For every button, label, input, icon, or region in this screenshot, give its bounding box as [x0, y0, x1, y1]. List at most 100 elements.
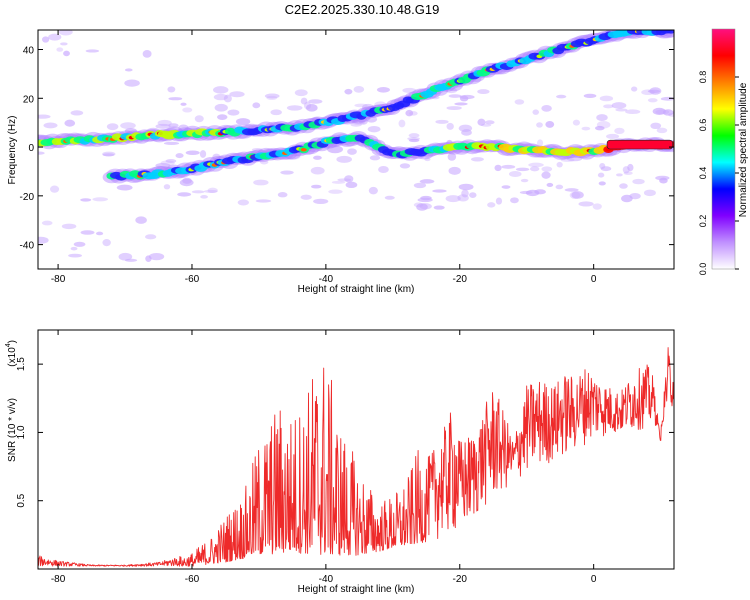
heatmap-x-axis: -80 -60 -40 -20 0	[51, 30, 597, 285]
heatmap-speckle	[477, 118, 486, 126]
heatmap-ridge	[38, 30, 674, 150]
heatmap-speckle	[655, 109, 670, 115]
heatmap-speckle	[631, 86, 638, 92]
snr-multiplier: (x104)	[5, 340, 18, 367]
x-tick-label: -20	[453, 274, 468, 285]
heatmap-speckle	[485, 120, 495, 125]
heatmap-speckle	[378, 165, 389, 174]
heatmap-speckle	[447, 152, 457, 161]
heatmap-speckle	[229, 91, 245, 98]
heatmap-speckle	[647, 89, 661, 94]
heatmap-speckle	[277, 192, 288, 198]
heatmap-speckle	[603, 104, 614, 109]
heatmap-speckle	[194, 115, 204, 123]
heatmap-speckle	[331, 180, 346, 184]
snr-series-line	[38, 347, 674, 567]
heatmap-speckle	[308, 99, 323, 104]
heatmap-speckle	[405, 109, 414, 117]
heatmap-speckle	[384, 195, 395, 200]
heatmap-speckle	[376, 87, 390, 93]
heatmap-speckle	[85, 49, 100, 53]
heatmap-speckle	[615, 108, 628, 112]
heatmap-speckle	[80, 230, 95, 235]
svg-text:(x104): (x104)	[5, 340, 18, 367]
heatmap-speckle	[191, 190, 205, 194]
snr-ylabel: SNR (10 * v/v)	[7, 398, 18, 462]
heatmap-speckle	[556, 161, 563, 168]
heatmap-speckle	[495, 197, 503, 205]
y-tick-label: 20	[23, 94, 35, 105]
heatmap-speckle	[599, 95, 614, 102]
heatmap-speckle	[432, 189, 447, 193]
y-tick-label: 1.5	[16, 357, 27, 371]
colorbar-ticks: 0.0 0.2 0.4 0.6 0.8	[698, 71, 739, 275]
heatmap-speckle	[353, 86, 365, 93]
heatmap-speckle	[457, 194, 469, 202]
heatmap-speckle	[514, 99, 525, 105]
heatmap-speckle	[251, 148, 263, 152]
heatmap-speckle	[313, 155, 322, 160]
x-tick-label: -80	[51, 574, 66, 585]
colorbar-tick-label: 0.8	[698, 71, 708, 84]
heatmap-speckle	[494, 164, 502, 172]
heatmap-speckle	[519, 190, 533, 195]
heatmap-blobs	[38, 30, 674, 263]
heatmap-speckle	[469, 192, 477, 199]
colorbar: 0.0 0.2 0.4 0.6 0.8 Normalized spectral ampl…	[698, 28, 749, 275]
heatmap-speckle	[578, 201, 594, 207]
heatmap-speckle	[555, 184, 564, 190]
heatmap-speckle	[102, 153, 115, 157]
heatmap-speckle	[106, 123, 119, 131]
ridge-core	[665, 30, 674, 34]
heatmap-speckle	[541, 105, 552, 112]
heatmap-speckle	[367, 125, 381, 133]
x-tick-label: -80	[51, 274, 66, 285]
heatmap-speckle	[313, 198, 329, 204]
heatmap-speckle	[461, 189, 469, 198]
heatmap-speckle	[203, 189, 218, 193]
y-tick-label: 1.0	[16, 425, 27, 439]
heatmap-speckle	[571, 191, 584, 199]
heatmap-speckle	[300, 97, 308, 105]
heatmap-speckle	[508, 171, 522, 177]
heatmap-speckle	[413, 182, 427, 189]
heatmap-speckle	[168, 97, 183, 101]
heatmap-speckle	[48, 33, 62, 41]
heatmap-speckle	[270, 109, 282, 116]
heatmap-speckle	[177, 192, 192, 197]
heatmap-speckle	[237, 199, 250, 206]
heatmap-speckle	[655, 175, 670, 181]
heatmap-speckle	[374, 101, 387, 108]
heatmap-speckle	[180, 102, 187, 106]
snr-y-axis: 0.5 1.0 1.5	[16, 357, 674, 508]
heatmap-speckle	[167, 86, 176, 93]
heatmap-speckle	[64, 119, 76, 127]
heatmap-speckle	[344, 88, 353, 95]
heatmap-speckle	[118, 252, 133, 261]
heatmap-speckle	[300, 194, 312, 200]
heatmap-speckle	[163, 184, 171, 190]
heatmap-speckle	[42, 36, 50, 43]
heatmap-speckle	[253, 179, 269, 186]
heatmap-speckle	[446, 106, 462, 111]
ridge-hotspot	[300, 147, 307, 152]
heatmap-speckle	[641, 89, 655, 96]
heatmap-speckle	[632, 178, 645, 185]
heatmap-ridge	[102, 131, 674, 184]
heatmap-speckle	[73, 241, 86, 247]
heatmap-speckle	[409, 111, 418, 116]
heatmap-speckle	[433, 205, 445, 210]
heatmap-speckle	[286, 105, 303, 111]
heatmap-speckle	[398, 119, 406, 128]
heatmap-speckle	[416, 203, 428, 211]
heatmap-speckle	[175, 153, 184, 159]
heatmap-speckle	[402, 87, 417, 93]
heatmap-speckle	[235, 118, 251, 126]
heatmap-speckle	[627, 163, 634, 172]
heatmap-speckle	[58, 30, 73, 36]
heatmap-speckle	[368, 186, 378, 195]
heatmap-speckle	[214, 103, 228, 112]
heatmap-speckle	[650, 122, 662, 130]
heatmap-speckle	[546, 182, 554, 188]
